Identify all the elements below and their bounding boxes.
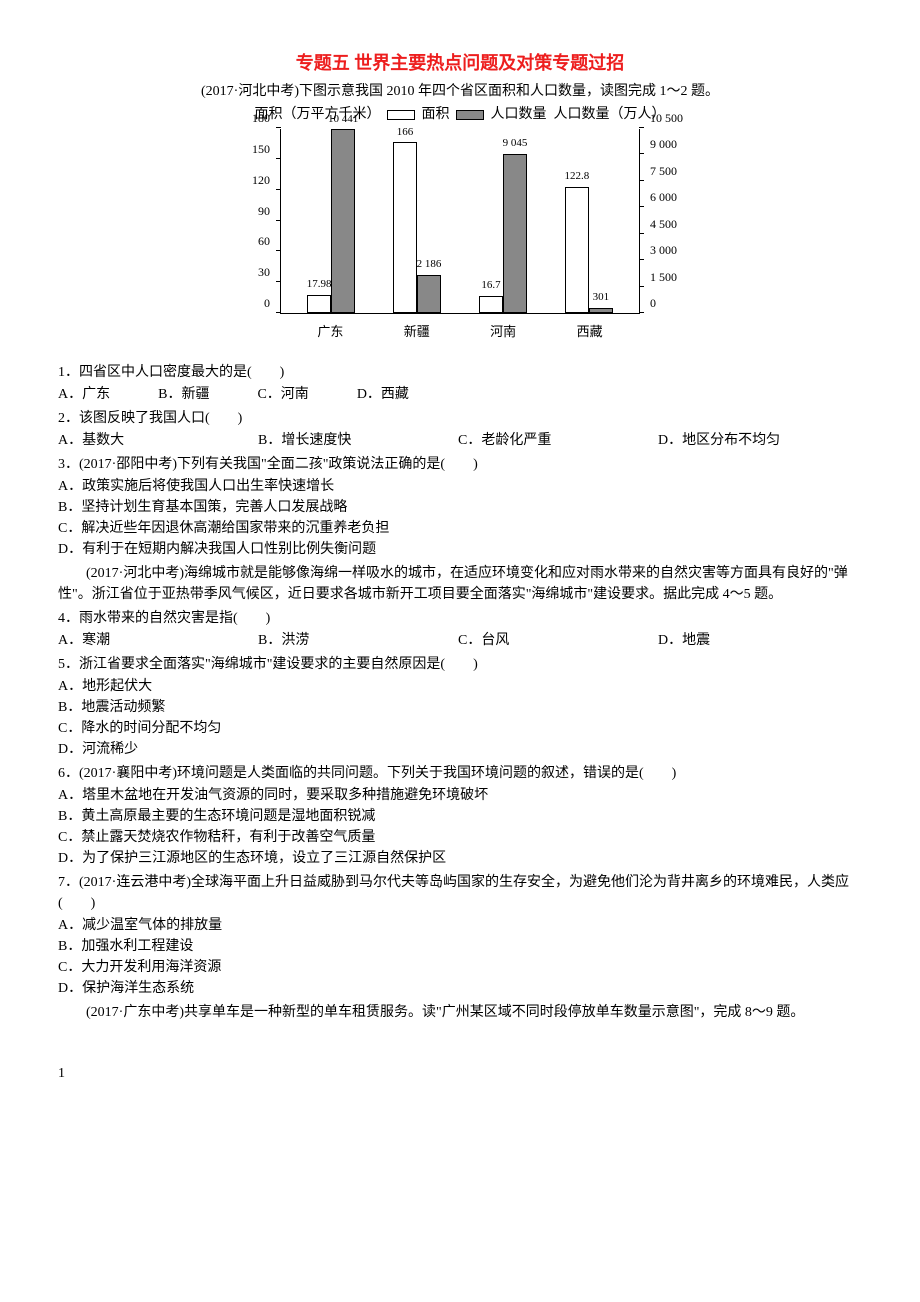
plot-area: 17.9810 4411662 18616.79 045122.8301 <box>280 129 640 314</box>
area-legend-swatch <box>387 110 415 120</box>
q3-opt-b: B．坚持计划生育基本国策，完善人口发展战略 <box>58 497 862 518</box>
q6-opt-a: A．塔里木盆地在开发油气资源的同时，要采取多种措施避免环境破坏 <box>58 785 862 806</box>
q2-options: A．基数大 B．增长速度快 C．老龄化严重 D．地区分布不均匀 <box>58 430 862 451</box>
q4-opt-b: B．洪涝 <box>258 630 458 651</box>
q5-opt-a: A．地形起伏大 <box>58 676 862 697</box>
x-axis-labels: 广东新疆河南西藏 <box>280 322 640 342</box>
passage-2: (2017·广东中考)共享单车是一种新型的单车租赁服务。读"广州某区域不同时段停… <box>58 1002 862 1023</box>
q1-stem: 1．四省区中人口密度最大的是( ) <box>58 362 862 383</box>
q6-opt-d: D．为了保护三江源地区的生态环境，设立了三江源自然保护区 <box>58 848 862 869</box>
q4-options: A．寒潮 B．洪涝 C．台风 D．地震 <box>58 630 862 651</box>
q3-stem: 3．(2017·邵阳中考)下列有关我国"全面二孩"政策说法正确的是( ) <box>58 454 862 475</box>
q2-stem: 2．该图反映了我国人口( ) <box>58 408 862 429</box>
q1-opt-d: D．西藏 <box>357 384 409 405</box>
q6-opt-c: C．禁止露天焚烧农作物秸秆，有利于改善空气质量 <box>58 827 862 848</box>
q1-opt-b: B．新疆 <box>158 384 209 405</box>
q5-stem: 5．浙江省要求全面落实"海绵城市"建设要求的主要自然原因是( ) <box>58 654 862 675</box>
y-axis-left: 0306090120150180 <box>230 129 270 314</box>
q3-opt-d: D．有利于在短期内解决我国人口性别比例失衡问题 <box>58 539 862 560</box>
question-4: 4．雨水带来的自然灾害是指( ) A．寒潮 B．洪涝 C．台风 D．地震 <box>58 608 862 651</box>
bar-chart: 0306090120150180 17.9810 4411662 18616.7… <box>230 129 690 354</box>
question-5: 5．浙江省要求全面落实"海绵城市"建设要求的主要自然原因是( ) A．地形起伏大… <box>58 654 862 760</box>
q6-opt-b: B．黄土高原最主要的生态环境问题是湿地面积锐减 <box>58 806 862 827</box>
q5-opt-d: D．河流稀少 <box>58 739 862 760</box>
question-3: 3．(2017·邵阳中考)下列有关我国"全面二孩"政策说法正确的是( ) A．政… <box>58 454 862 560</box>
question-6: 6．(2017·襄阳中考)环境问题是人类面临的共同问题。下列关于我国环境问题的叙… <box>58 763 862 869</box>
page-number: 1 <box>58 1063 862 1084</box>
q2-opt-a: A．基数大 <box>58 430 258 451</box>
page-title: 专题五 世界主要热点问题及对策专题过招 <box>58 50 862 77</box>
q1-options: A．广东 B．新疆 C．河南 D．西藏 <box>58 384 862 405</box>
pop-legend-swatch <box>456 110 484 120</box>
q7-opt-d: D．保护海洋生态系统 <box>58 978 862 999</box>
chart-legend: 面积（万平方千米） 面积 人口数量 人口数量（万人） <box>58 104 862 125</box>
q1-opt-a: A．广东 <box>58 384 110 405</box>
q2-opt-c: C．老龄化严重 <box>458 430 658 451</box>
right-axis-title: 人口数量（万人） <box>554 107 666 122</box>
q5-opt-b: B．地震活动频繁 <box>58 697 862 718</box>
q4-opt-c: C．台风 <box>458 630 658 651</box>
area-legend-label: 面积 <box>422 107 450 122</box>
subtitle: (2017·河北中考)下图示意我国 2010 年四个省区面积和人口数量，读图完成… <box>58 81 862 102</box>
y-axis-right: 01 5003 0004 5006 0007 5009 00010 500 <box>650 129 690 314</box>
q3-opt-a: A．政策实施后将使我国人口出生率快速增长 <box>58 476 862 497</box>
question-7: 7．(2017·连云港中考)全球海平面上升日益威胁到马尔代夫等岛屿国家的生存安全… <box>58 872 862 999</box>
q4-opt-a: A．寒潮 <box>58 630 258 651</box>
q1-opt-c: C．河南 <box>257 384 308 405</box>
q4-opt-d: D．地震 <box>658 630 858 651</box>
pop-legend-label: 人口数量 <box>491 107 547 122</box>
q7-opt-a: A．减少温室气体的排放量 <box>58 915 862 936</box>
q2-opt-b: B．增长速度快 <box>258 430 458 451</box>
q6-stem: 6．(2017·襄阳中考)环境问题是人类面临的共同问题。下列关于我国环境问题的叙… <box>58 763 862 784</box>
passage-1: (2017·河北中考)海绵城市就是能够像海绵一样吸水的城市，在适应环境变化和应对… <box>58 563 862 605</box>
q4-stem: 4．雨水带来的自然灾害是指( ) <box>58 608 862 629</box>
q2-opt-d: D．地区分布不均匀 <box>658 430 858 451</box>
q3-opt-c: C．解决近些年因退休高潮给国家带来的沉重养老负担 <box>58 518 862 539</box>
question-2: 2．该图反映了我国人口( ) A．基数大 B．增长速度快 C．老龄化严重 D．地… <box>58 408 862 451</box>
q7-opt-b: B．加强水利工程建设 <box>58 936 862 957</box>
q7-opt-c: C．大力开发利用海洋资源 <box>58 957 862 978</box>
q7-stem: 7．(2017·连云港中考)全球海平面上升日益威胁到马尔代夫等岛屿国家的生存安全… <box>58 872 862 914</box>
q5-opt-c: C．降水的时间分配不均匀 <box>58 718 862 739</box>
question-1: 1．四省区中人口密度最大的是( ) A．广东 B．新疆 C．河南 D．西藏 <box>58 362 862 405</box>
